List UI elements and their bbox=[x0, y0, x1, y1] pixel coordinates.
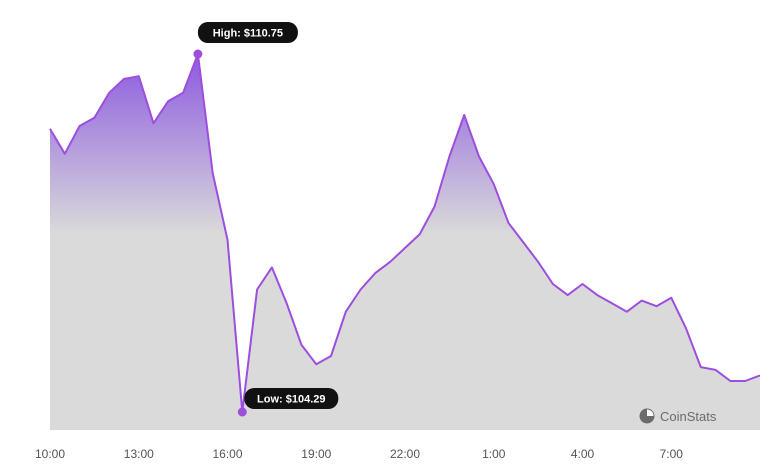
x-tick-label: 7:00 bbox=[660, 447, 684, 461]
high-callout: High: $110.75 bbox=[193, 22, 298, 59]
chart-marks bbox=[49, 53, 760, 430]
x-tick-label: 16:00 bbox=[212, 447, 242, 461]
brand-name: CoinStats bbox=[660, 409, 717, 424]
high-label-bg bbox=[197, 22, 298, 43]
x-tick-label: 22:00 bbox=[390, 447, 420, 461]
low-label: Low: $104.29 bbox=[257, 394, 325, 406]
x-axis-ticks: 10:00 13:00 16:00 19:00 22:00 1:00 4:00 7:00 bbox=[35, 447, 683, 461]
price-line bbox=[49, 53, 760, 413]
coinstats-logo-icon bbox=[639, 408, 655, 424]
price-area-fill bbox=[50, 54, 760, 430]
x-tick-label: 10:00 bbox=[35, 447, 65, 461]
x-tick-label: 4:00 bbox=[571, 447, 595, 461]
low-marker bbox=[237, 407, 247, 417]
low-callout: Low: $104.29 bbox=[237, 388, 339, 417]
high-marker bbox=[193, 49, 203, 59]
x-tick-label: 1:00 bbox=[482, 447, 506, 461]
high-label: High: $110.75 bbox=[213, 28, 283, 40]
brand-watermark: CoinStats bbox=[639, 408, 717, 424]
x-tick-label: 19:00 bbox=[301, 447, 331, 461]
low-label-bg bbox=[244, 388, 339, 409]
x-tick-label: 13:00 bbox=[124, 447, 154, 461]
